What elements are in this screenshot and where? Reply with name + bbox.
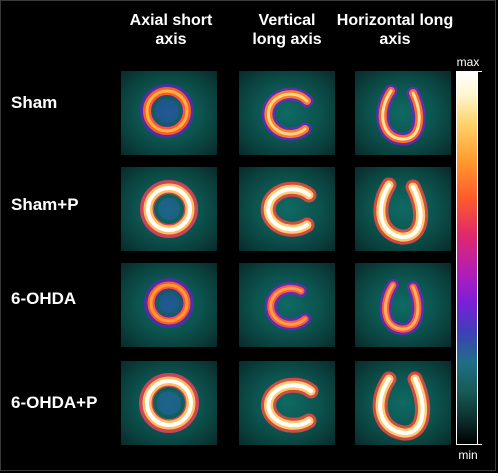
column-header-line: long axis [252,31,322,48]
scan-sham-p-horizontal [355,167,451,251]
scan-6ohda-horizontal [355,263,451,347]
scan-6ohda-p-horizontal [355,361,451,445]
row-label-6ohda: 6-OHDA [11,289,77,308]
scan-sham-p-axial [121,167,217,251]
column-header-horizontal: Horizontal long axis [335,11,455,49]
column-header-axial: Axial short axis [111,11,231,49]
column-header-vertical: Vertical long axis [227,11,347,49]
color-scale-bar [456,71,478,445]
column-header-line: Vertical [258,12,316,29]
scan-sham-axial [121,71,217,155]
scale-max-label: max [456,55,480,69]
scale-min-label: min [458,448,478,462]
column-header-line: Axial short [129,12,213,29]
row-label-6ohda-p: 6-OHDA+P [11,393,98,412]
scan-sham-vertical [239,71,335,155]
scan-6ohda-p-vertical [239,361,335,445]
scan-6ohda-axial [121,263,217,347]
scan-sham-p-vertical [239,167,335,251]
row-label-sham: Sham [11,93,58,112]
scale-tick-top [476,71,482,72]
row-label-sham-p: Sham+P [11,195,79,214]
scan-6ohda-p-axial [121,361,217,445]
column-header-line: axis [155,31,187,48]
scan-6ohda-vertical [239,263,335,347]
scale-tick-bottom [476,444,482,445]
scan-sham-horizontal [355,71,451,155]
column-header-line: axis [379,31,411,48]
column-header-line: Horizontal long [336,12,454,29]
